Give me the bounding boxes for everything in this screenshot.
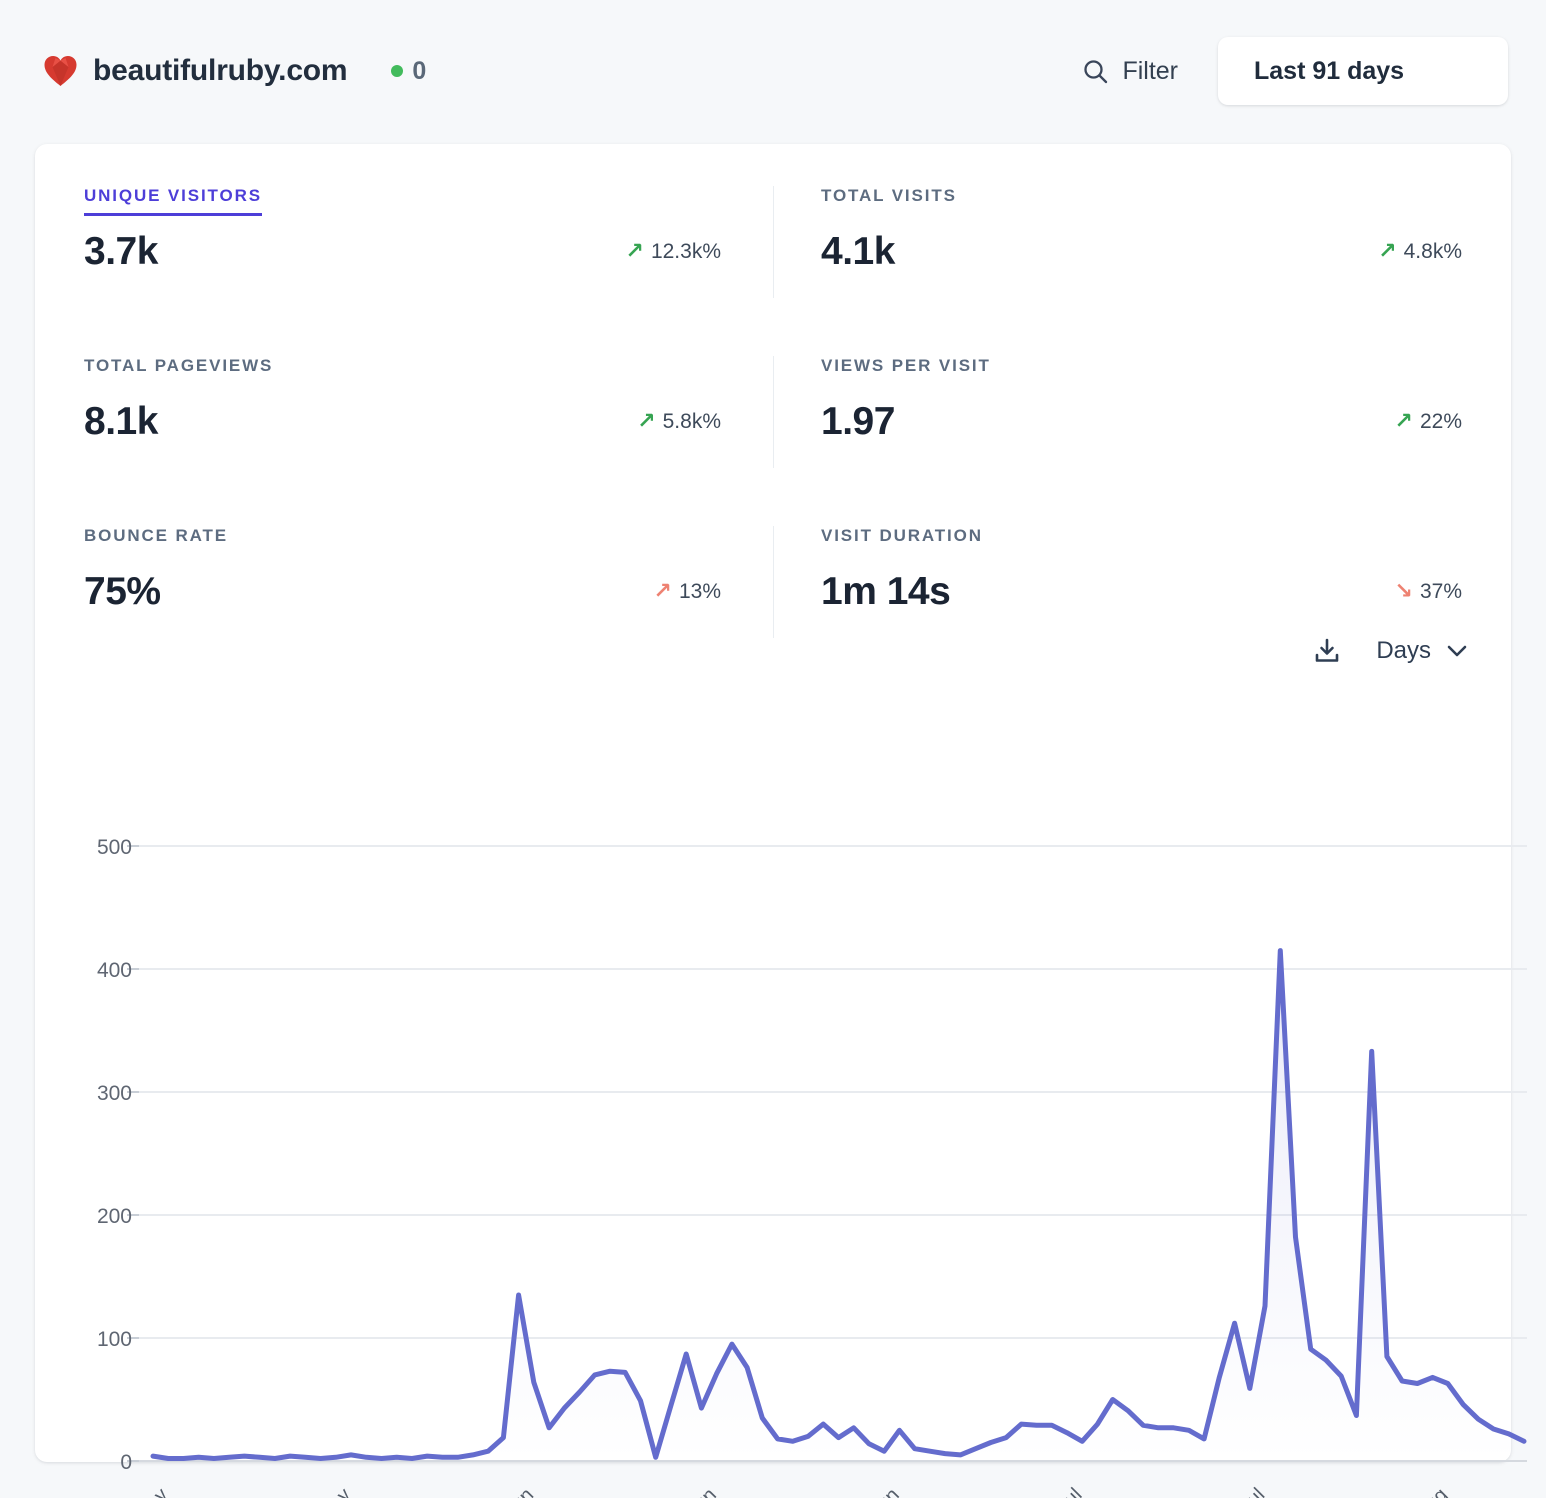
dashboard-card: UNIQUE VISITORS 3.7k ↗ 12.3k% TOTAL VISI… (35, 144, 1527, 1498)
trend-up-arrow-icon: ↗ (653, 579, 672, 604)
chart-toolbar: Days (1312, 636, 1467, 666)
area-fill (153, 950, 1524, 1461)
y-axis-label: 0 (120, 1451, 132, 1474)
header-right: Filter Last 91 days (1082, 37, 1508, 105)
x-axis-label: 29 Jun (846, 1484, 904, 1498)
metric-bounce-rate[interactable]: BOUNCE RATE 75% ↗ 13% (84, 526, 773, 638)
x-axis-label: 12 May (111, 1484, 173, 1498)
metric-label: UNIQUE VISITORS (84, 186, 262, 216)
metric-change: ↗ 13% (654, 580, 721, 604)
metric-change-value: 4.8k% (1403, 240, 1462, 263)
metric-value: 8.1k (84, 400, 158, 443)
y-axis-label: 200 (97, 1205, 132, 1228)
data-line (150, 948, 1527, 1461)
x-axis-label: 4 Aug (1400, 1484, 1452, 1498)
header: beautifulruby.com 0 Filter Last 91 days (42, 37, 1508, 105)
metric-value: 4.1k (821, 230, 895, 273)
site-group: beautifulruby.com 0 (42, 54, 426, 88)
metric-change: ↗ 22% (1395, 410, 1462, 434)
metric-change-value: 22% (1419, 410, 1462, 433)
filter-button[interactable]: Filter (1082, 57, 1178, 86)
metric-change: ↗ 5.8k% (637, 410, 721, 434)
filter-label: Filter (1122, 56, 1178, 85)
online-dot-icon (391, 65, 404, 77)
metric-label: BOUNCE RATE (84, 526, 228, 545)
metric-value: 3.7k (84, 230, 158, 273)
x-axis-label: 11 Jul (1034, 1484, 1086, 1498)
site-title[interactable]: beautifulruby.com (93, 54, 348, 87)
metric-change-value: 37% (1419, 580, 1462, 603)
metric-value: 75% (84, 570, 161, 613)
metric-total-visits[interactable]: TOTAL VISITS 4.1k ↗ 4.8k% (773, 186, 1462, 298)
metric-change-value: 13% (678, 580, 721, 603)
interval-label: Days (1376, 637, 1431, 664)
x-axis-label: 24 May (293, 1484, 355, 1498)
trend-up-arrow-icon: ↗ (637, 409, 656, 434)
y-axis-label: 500 (97, 836, 132, 859)
metric-change-value: 5.8k% (662, 410, 721, 433)
x-axis-label: 5 Jun (488, 1484, 538, 1498)
metric-unique-visitors[interactable]: UNIQUE VISITORS 3.7k ↗ 12.3k% (84, 186, 773, 298)
trend-down-arrow-icon: ↘ (1394, 579, 1413, 604)
metric-label: TOTAL VISITS (821, 186, 957, 205)
metric-views-per-visit[interactable]: VIEWS PER VISIT 1.97 ↗ 22% (773, 356, 1462, 468)
metric-label: VIEWS PER VISIT (821, 356, 991, 375)
y-axis-label: 300 (97, 1082, 132, 1105)
heart-favicon (44, 56, 77, 86)
metric-label: VISIT DURATION (821, 526, 983, 545)
metric-visit-duration[interactable]: VISIT DURATION 1m 14s ↘ 37% (773, 526, 1462, 638)
metric-value: 1m 14s (821, 570, 951, 613)
metric-change: ↗ 12.3k% (626, 240, 721, 264)
metric-change-value: 12.3k% (650, 240, 721, 263)
metric-change: ↗ 4.8k% (1378, 240, 1462, 264)
search-icon (1084, 59, 1108, 83)
download-icon[interactable] (1312, 636, 1342, 666)
chevron-down-icon (1447, 645, 1467, 656)
metric-total-pageviews[interactable]: TOTAL PAGEVIEWS 8.1k ↗ 5.8k% (84, 356, 773, 468)
stats-grid: UNIQUE VISITORS 3.7k ↗ 12.3k% TOTAL VISI… (84, 186, 1462, 696)
y-axis-label: 100 (97, 1328, 132, 1351)
x-axis-label: 17 Jun (663, 1484, 721, 1498)
interval-select[interactable]: Days (1376, 637, 1467, 665)
metric-change: ↘ 37% (1395, 580, 1462, 604)
visitors-line-chart[interactable]: 0 100 200 300 400 500 12 May 24 May 5 Jun 17 Jun 2… (35, 774, 1546, 1498)
trend-up-arrow-icon: ↗ (625, 239, 644, 264)
date-range-select[interactable]: Last 91 days (1218, 37, 1508, 105)
chart-canvas: 0 100 200 300 400 500 12 May 24 May 5 Jun 17 Jun 2… (97, 836, 1527, 1498)
y-axis-label: 400 (97, 959, 132, 982)
date-range-value: Last 91 days (1254, 56, 1405, 85)
x-axis-label: 23 Jul (1216, 1484, 1269, 1498)
trend-up-arrow-icon: ↗ (1378, 239, 1397, 264)
current-visitors[interactable]: 0 (391, 57, 426, 86)
trend-up-arrow-icon: ↗ (1394, 409, 1413, 434)
metric-value: 1.97 (821, 400, 895, 443)
online-count: 0 (412, 56, 427, 85)
metric-label: TOTAL PAGEVIEWS (84, 356, 274, 375)
